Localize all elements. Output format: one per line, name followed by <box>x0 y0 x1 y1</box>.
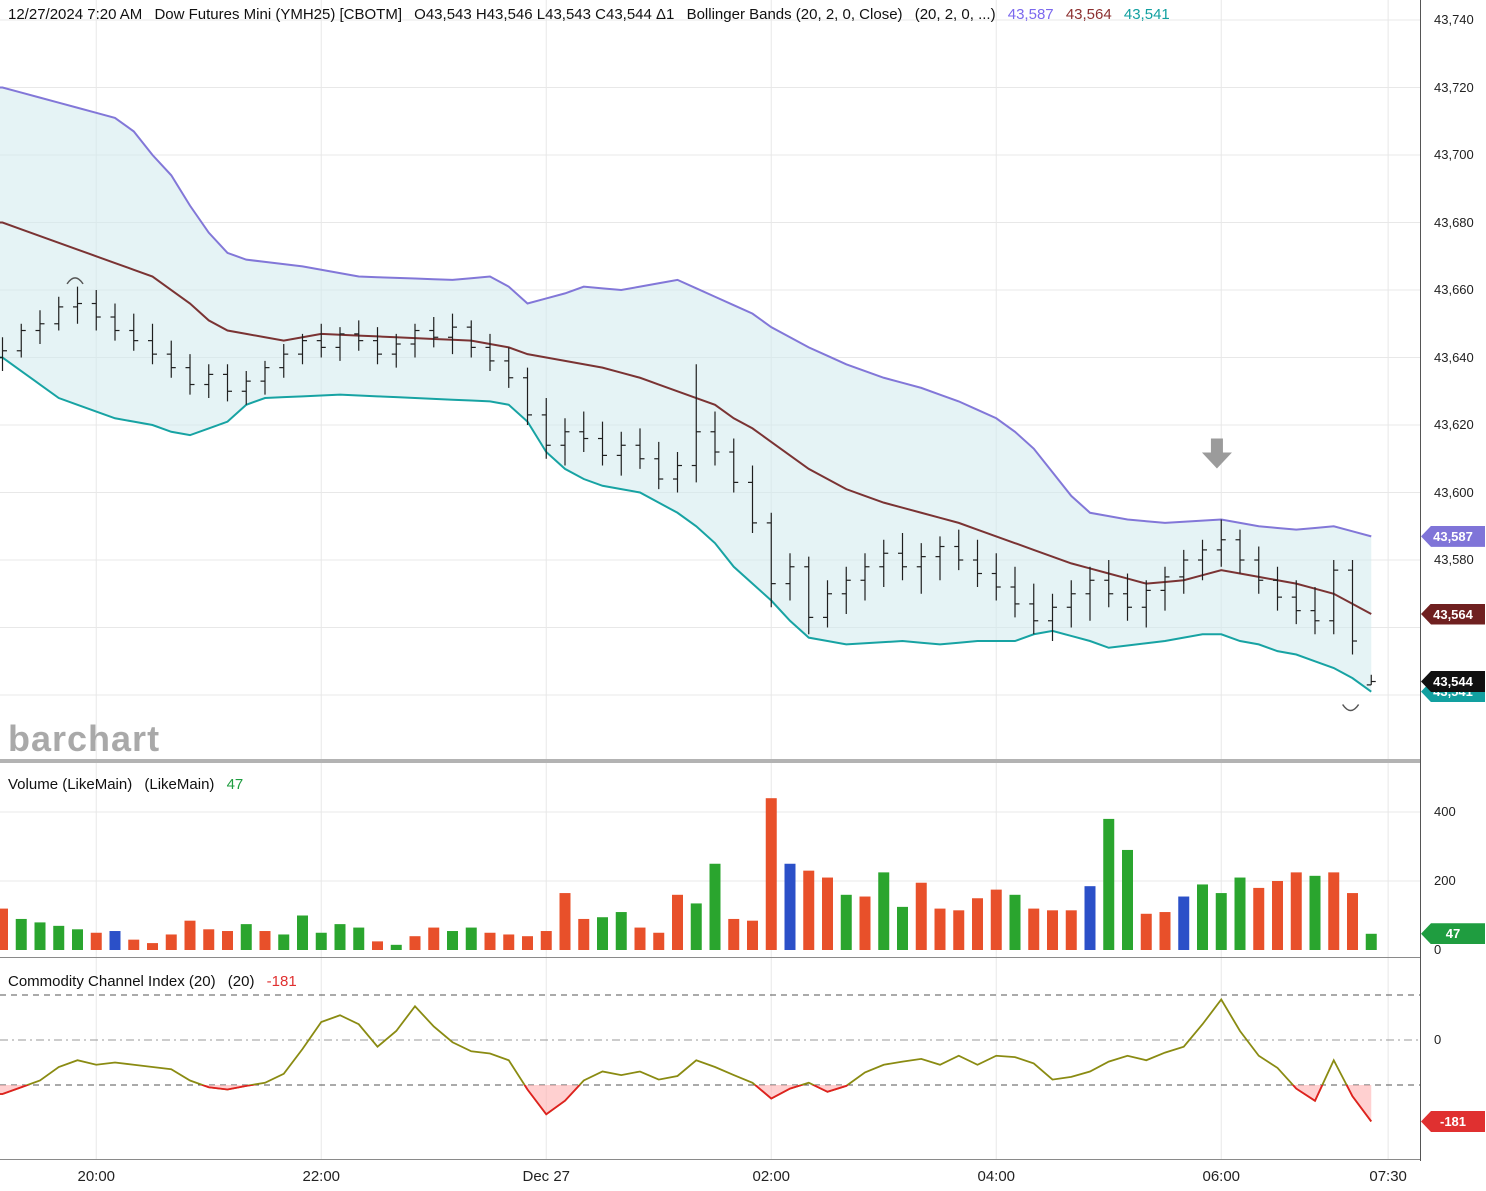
header-indicator-params[interactable]: (20, 2, 0, ...) <box>914 6 996 23</box>
time-axis-label: 02:00 <box>752 1168 791 1185</box>
volume-indicator-params[interactable]: (LikeMain) <box>144 776 215 793</box>
axis-separator-line <box>1420 0 1421 1161</box>
axis-tick-label: 43,680 <box>1434 214 1474 230</box>
volume-header: Volume (LikeMain) (LikeMain) 47 <box>8 776 251 793</box>
volume-bars <box>0 798 1377 950</box>
axis-tick-label: 0 <box>1434 942 1442 957</box>
cci-indicator-params[interactable]: (20) <box>227 973 255 990</box>
volume-current-value: 47 <box>226 776 244 793</box>
time-axis-label: 04:00 <box>977 1168 1016 1185</box>
time-axis-label: 06:00 <box>1202 1168 1241 1185</box>
panel-separator-cci <box>0 1159 1421 1160</box>
bb-upper-price-badge: 43,587 <box>1421 525 1485 547</box>
ohlc-bars <box>0 286 1376 686</box>
cci-indicator-label[interactable]: Commodity Channel Index (20) <box>8 973 216 990</box>
volume-value-badge: 47 <box>1421 923 1485 945</box>
header-datetime: 12/27/2024 7:20 AM <box>8 6 143 23</box>
header-bb-lower-value: 43,541 <box>1123 6 1170 23</box>
axis-tick-label: 43,600 <box>1434 484 1474 500</box>
price-chart-canvas[interactable] <box>0 0 1420 762</box>
axis-tick-label: 43,740 <box>1434 12 1474 27</box>
header-ohlc-values: O43,543 H43,546 L43,543 C43,544 Δ1 <box>414 6 675 23</box>
cci-panel[interactable]: Commodity Channel Index (20) (20) -181 <box>0 958 1420 1160</box>
cci-value-badge: -181 <box>1421 1110 1485 1132</box>
header-bb-middle-value: 43,564 <box>1065 6 1112 23</box>
cci-oversold-fill <box>0 1085 1372 1122</box>
bollinger-upper-line <box>0 86 1372 538</box>
cci-header: Commodity Channel Index (20) (20) -181 <box>8 973 305 990</box>
header-indicator-label[interactable]: Bollinger Bands (20, 2, 0, Close) <box>686 6 903 23</box>
price-axis: 43,740 43,720 43,700 43,680 43,660 43,640 43,6… <box>1420 0 1486 1191</box>
last-price-badge: 43,544 <box>1421 671 1485 692</box>
time-axis-label: 22:00 <box>302 1168 341 1185</box>
axis-tick-label: 43,580 <box>1434 552 1474 567</box>
axis-tick-label: 43,620 <box>1434 417 1474 432</box>
main-price-panel[interactable]: 12/27/2024 7:20 AM Dow Futures Mini (YMH… <box>0 0 1420 762</box>
time-axis-label: Dec 27 <box>522 1168 571 1185</box>
panel-separator-main[interactable] <box>0 759 1421 763</box>
volume-panel[interactable]: Volume (LikeMain) (LikeMain) 47 <box>0 763 1420 958</box>
header-symbol: Dow Futures Mini (YMH25) [CBOTM] <box>154 6 402 23</box>
bollinger-lower-line <box>0 356 1372 693</box>
axis-tick-label: 0 <box>1434 1032 1442 1047</box>
time-axis-label: 07:30 <box>1369 1168 1407 1185</box>
cci-current-value: -181 <box>266 973 297 990</box>
down-arrow-annotation-icon[interactable] <box>1201 438 1232 469</box>
bollinger-middle-line <box>0 221 1372 615</box>
cci-line-oversold <box>0 1085 1372 1122</box>
header-bb-upper-value: 43,587 <box>1007 6 1054 23</box>
volume-chart-canvas[interactable] <box>0 763 1420 958</box>
axis-tick-label: 200 <box>1434 873 1456 888</box>
time-axis-label: 20:00 <box>77 1168 116 1185</box>
time-axis: 20:00 22:00 Dec 27 02:00 04:00 06:00 07:30 <box>0 1160 1420 1191</box>
panel-separator-volume[interactable] <box>0 957 1421 958</box>
bollinger-band-fill <box>0 87 1372 692</box>
arc-annotation-bottom-icon[interactable] <box>1342 704 1360 712</box>
axis-tick-label: 43,700 <box>1434 147 1474 162</box>
arc-annotation-top-icon[interactable] <box>66 277 84 285</box>
cci-chart-canvas[interactable] <box>0 958 1420 1160</box>
volume-indicator-label[interactable]: Volume (LikeMain) <box>8 776 133 793</box>
axis-tick-label: 43,640 <box>1434 349 1474 365</box>
chart-header: 12/27/2024 7:20 AM Dow Futures Mini (YMH… <box>8 6 1178 23</box>
axis-tick-label: 400 <box>1434 804 1456 819</box>
axis-tick-label: 43,720 <box>1434 79 1474 95</box>
cci-line <box>0 997 1372 1122</box>
axis-tick-label: 43,660 <box>1434 282 1474 297</box>
barchart-watermark: barchart <box>8 718 161 759</box>
bb-middle-price-badge: 43,564 <box>1421 603 1485 625</box>
